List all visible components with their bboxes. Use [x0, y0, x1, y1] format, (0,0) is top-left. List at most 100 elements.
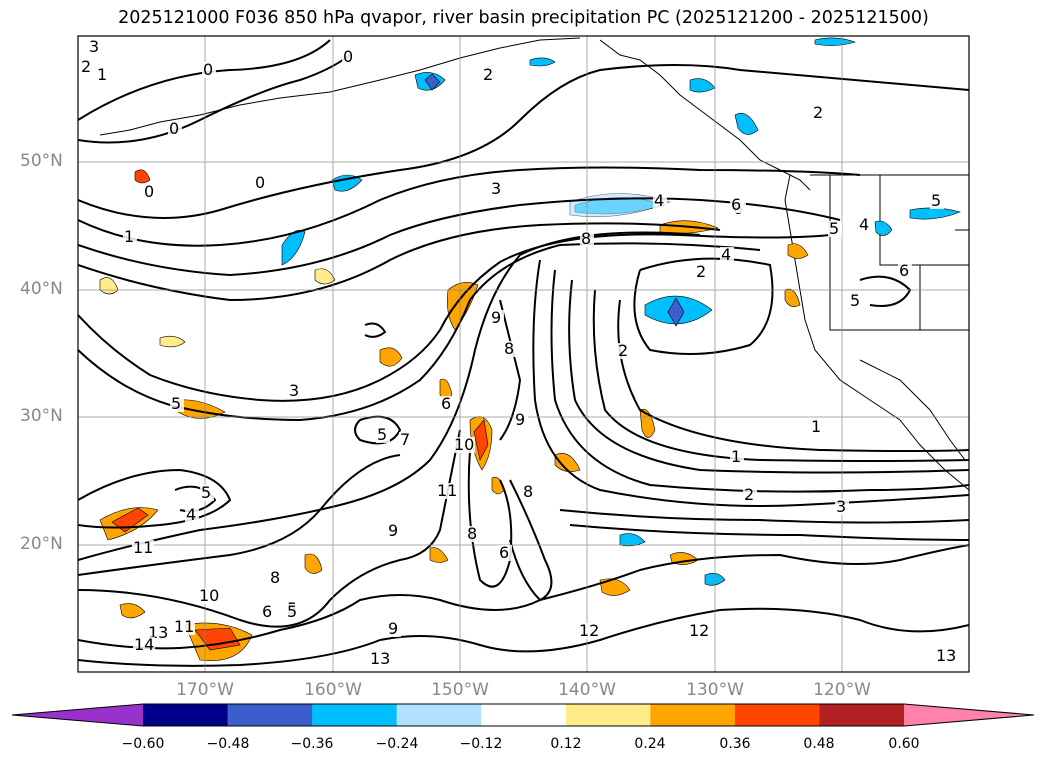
contour-label-bg [286, 604, 300, 620]
colorbar-swatch [396, 704, 482, 726]
contour-label-bg [695, 264, 709, 280]
contour-label-bg [835, 499, 849, 515]
contour-label-bg [96, 67, 110, 83]
contour-label-bg [935, 648, 957, 664]
lon-label-170w: 170°W [176, 680, 234, 700]
contour-label-bg [720, 247, 734, 263]
contour-label-bg [342, 49, 356, 65]
contour-label-bg [170, 396, 184, 412]
colorbar [11, 703, 1035, 727]
contour-label-bg [653, 193, 667, 209]
contour-label: 5 [850, 291, 860, 310]
contour-label-bg [503, 341, 517, 357]
contour-label: 9 [515, 410, 525, 429]
colorbar-swatch [734, 704, 820, 726]
contour-label: 6 [262, 602, 272, 621]
precip-shading [99, 37, 961, 661]
contour-label-bg [387, 523, 401, 539]
contour-label-bg [133, 637, 155, 653]
contour-label: 6 [731, 195, 741, 214]
contour-label-bg [482, 67, 496, 83]
contour-label-bg [387, 621, 401, 637]
contour-label: 3 [836, 497, 846, 516]
contour-label: 12 [689, 621, 709, 640]
contour-label: 11 [133, 538, 153, 557]
contour-label: 5 [829, 219, 839, 238]
colorbar-tick-label: 0.24 [634, 736, 666, 752]
colorbar-tick-label: −0.24 [375, 736, 419, 752]
contour-label-bg [261, 604, 275, 620]
colorbar-tick-label: −0.48 [206, 736, 250, 752]
contour-label-bg [898, 263, 912, 279]
colorbar-tick-label: −0.12 [459, 736, 503, 752]
lat-label-40n: 40°N [20, 279, 63, 299]
colorbar-tick-label: 0.48 [803, 736, 835, 752]
map-background [78, 36, 969, 672]
chart-title: 2025121000 F036 850 hPa qvapor, river ba… [118, 8, 929, 28]
contour-label-bg [730, 449, 744, 465]
contour-label-bg [828, 221, 842, 237]
contour-label: 13 [370, 649, 390, 668]
contour-label-bg [436, 483, 458, 499]
contour-label-bg [269, 570, 283, 586]
contour-label: 1 [97, 65, 107, 84]
contour-label-bg [578, 623, 600, 639]
contour-label: 5 [201, 483, 211, 502]
lon-label-150w: 150°W [431, 680, 489, 700]
contour-label-bg [143, 184, 157, 200]
contour-label: 4 [721, 245, 731, 264]
colorbar-tick-label: −0.36 [290, 736, 334, 752]
contour-label: 6 [441, 394, 451, 413]
contour-label-bg [132, 540, 154, 556]
contour-label: 2 [813, 103, 823, 122]
contour-label-bg [490, 310, 504, 326]
colorbar-swatch [481, 704, 567, 726]
colorbar-extend-low [12, 704, 143, 726]
colorbar-tick-label: 0.60 [888, 736, 920, 752]
lon-label-160w: 160°W [304, 680, 362, 700]
contour-label: 11 [174, 617, 194, 636]
contour-label: 5 [377, 425, 387, 444]
contour-label: 3 [491, 179, 501, 198]
contour-label: 9 [388, 619, 398, 638]
contour-label-bg [498, 545, 512, 561]
contour-label: 0 [203, 60, 213, 79]
contour-label: 8 [523, 482, 533, 501]
colorbar-swatch [819, 704, 905, 726]
contour-label-bg [88, 39, 102, 55]
contour-label: 2 [81, 57, 91, 76]
contour-label: 0 [169, 119, 179, 138]
contour-label-bg [490, 181, 504, 197]
contour-label: 3 [89, 37, 99, 56]
contour-label: 8 [581, 229, 591, 248]
contour-label: 2 [696, 262, 706, 281]
contour-label-bg [466, 526, 480, 542]
contour-label-bg [440, 396, 454, 412]
contour-label-bg [743, 487, 757, 503]
lon-label-130w: 130°W [686, 680, 744, 700]
coastlines [99, 37, 969, 491]
contour-label: 0 [343, 47, 353, 66]
contour-label: 10 [199, 586, 219, 605]
contour-label: 8 [504, 339, 514, 358]
contour-label-bg [254, 175, 268, 191]
contour-label: 3 [289, 381, 299, 400]
lon-label-120w: 120°W [813, 680, 871, 700]
contour-label: 4 [654, 191, 664, 210]
contour-label-bg [930, 193, 944, 209]
contour-label: 5 [931, 191, 941, 210]
contour-label-bg [580, 231, 594, 247]
colorbar-swatch [312, 704, 398, 726]
contour-label: 4 [186, 505, 196, 524]
contour-label: 14 [134, 635, 154, 654]
contour-label: 5 [171, 394, 181, 413]
contour-label: 9 [491, 308, 501, 327]
contour-label-bg [288, 383, 302, 399]
contour-label: 12 [579, 621, 599, 640]
contour-label: 11 [437, 481, 457, 500]
contour-label-bg [168, 121, 182, 137]
contour-label: 2 [618, 341, 628, 360]
contour-label-bg [858, 217, 872, 233]
contour-label: 5 [287, 602, 297, 621]
